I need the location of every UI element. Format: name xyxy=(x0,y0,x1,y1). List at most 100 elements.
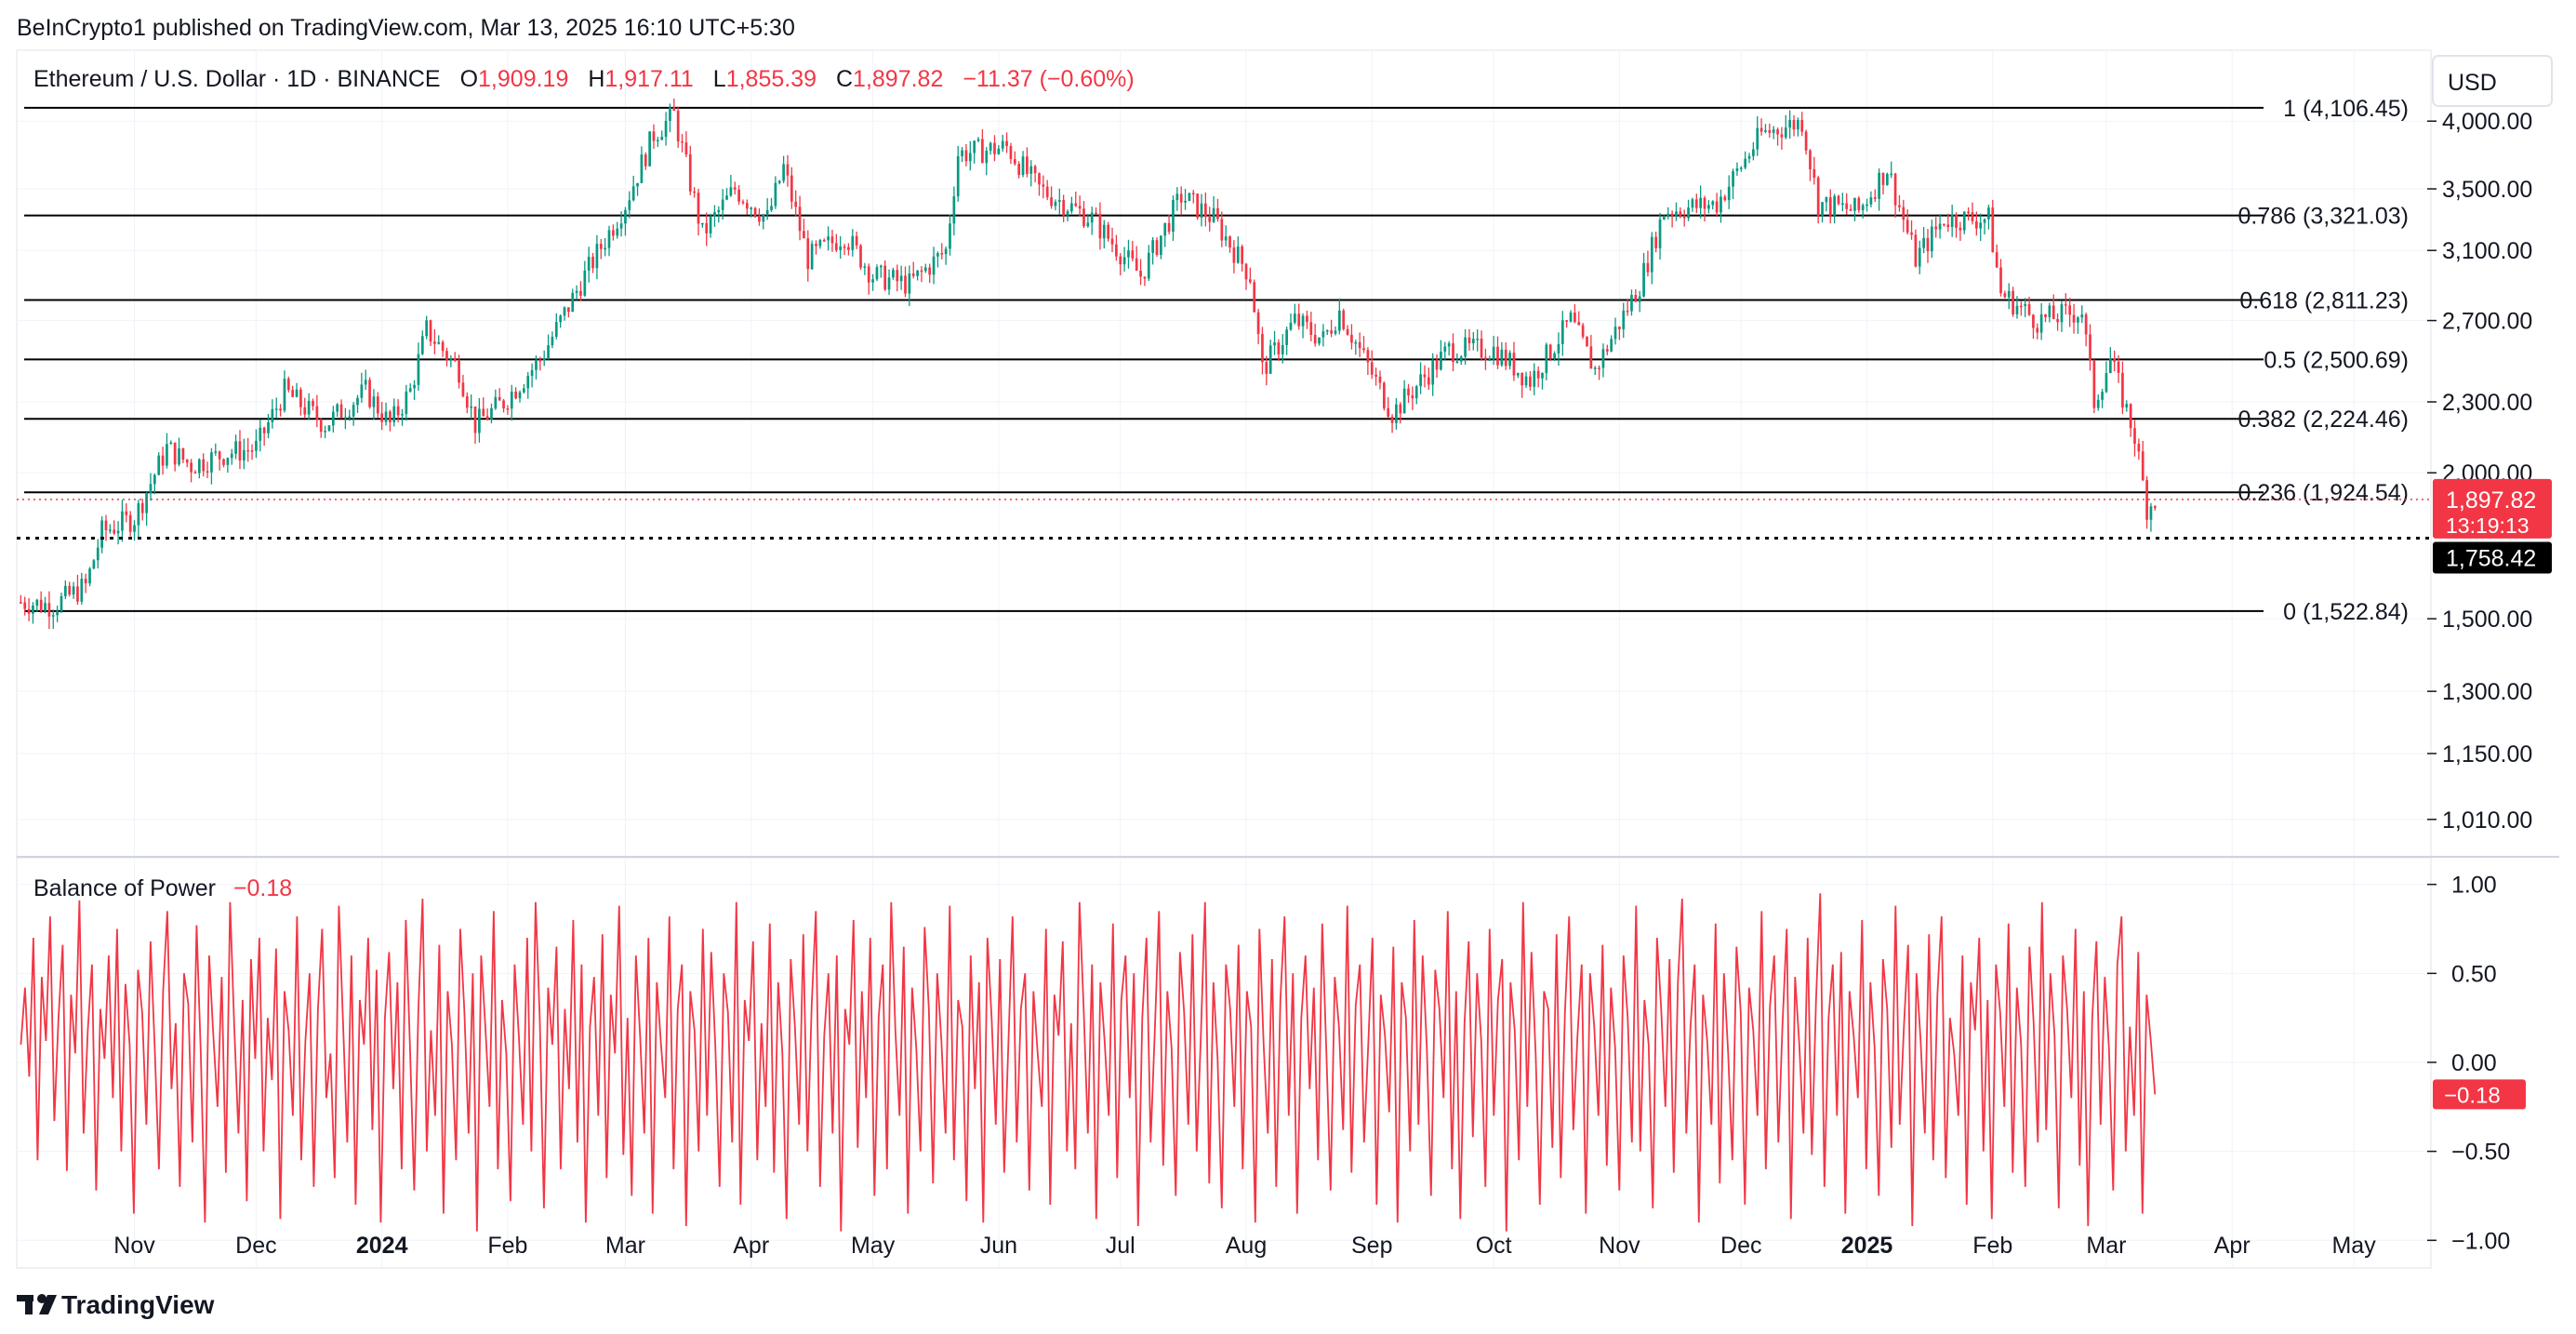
candle-body xyxy=(20,602,22,604)
candle-body xyxy=(352,405,355,417)
candle-body xyxy=(2003,293,2007,298)
candle-body xyxy=(818,240,822,247)
candle-body xyxy=(1601,349,1605,368)
candle-body xyxy=(490,407,493,420)
publish-line: BeInCrypto1 published on TradingView.com… xyxy=(17,15,795,41)
candle-body xyxy=(2089,334,2091,361)
currency-button[interactable]: USD xyxy=(2432,55,2553,107)
candle-body xyxy=(246,449,250,452)
candle-body xyxy=(1188,193,1191,201)
candle-body xyxy=(396,406,400,416)
candle-body xyxy=(871,279,874,283)
candle-body xyxy=(453,357,457,361)
indicator-name: Balance of Power xyxy=(33,875,216,901)
candle-body xyxy=(461,382,465,396)
candle-body xyxy=(952,196,956,224)
candle-body xyxy=(1788,120,1791,128)
candle-body xyxy=(2015,305,2019,314)
candle-body xyxy=(1423,374,1427,378)
candle-body xyxy=(1358,341,1361,349)
candle-body xyxy=(2048,305,2052,317)
indicator-legend[interactable]: Balance of Power −0.18 xyxy=(33,875,292,901)
candle-body xyxy=(1869,197,1873,205)
candle-body xyxy=(1573,313,1576,323)
candle-body xyxy=(940,253,944,255)
price-axis[interactable]: 4,000.00 3,500.00 3,100.00 2,700.00 2,300.00… xyxy=(2427,109,2532,834)
candle-body xyxy=(485,416,489,420)
candle-body xyxy=(2153,506,2157,509)
candle-body xyxy=(1598,367,1600,369)
fibonacci-levels[interactable]: 1 (4,106.45) 0.786 (3,321.03) 0.618 (2,811… xyxy=(24,96,2409,625)
candle-body xyxy=(624,209,627,224)
indicator-axis[interactable]: 1.00 0.50 0.00 −0.50 −1.00 xyxy=(2427,873,2510,1255)
time-axis[interactable]: Nov Dec 2024 Feb Mar Apr May Jun Jul Aug Sep Oct Nov… xyxy=(113,1233,2376,1259)
candle-body xyxy=(1694,199,1698,208)
candle-body xyxy=(717,209,721,213)
price-tick-label: 2,700.00 xyxy=(2442,309,2532,335)
candle-body xyxy=(579,290,582,296)
candle-body xyxy=(2137,444,2141,452)
candle-body xyxy=(1029,166,1033,174)
candle-body xyxy=(1135,258,1138,271)
candle-body xyxy=(981,139,984,164)
candle-body xyxy=(538,359,542,362)
candle-body xyxy=(867,266,870,283)
candle-body xyxy=(1752,149,1755,156)
candle-body xyxy=(1163,222,1167,236)
candle-body xyxy=(238,441,242,461)
candle-body xyxy=(113,529,116,534)
candle-body xyxy=(502,400,505,409)
symbol-legend[interactable]: Ethereum / U.S. Dollar · 1D · BINANCE O1… xyxy=(33,66,1135,92)
time-tick-label: May xyxy=(2331,1233,2376,1259)
candle-body xyxy=(2108,358,2112,374)
candle-body xyxy=(1488,359,1492,361)
candle-body xyxy=(1009,146,1013,160)
candle-body xyxy=(193,472,197,474)
candle-body xyxy=(161,455,165,466)
candle-body xyxy=(140,502,144,514)
candle-body xyxy=(27,608,31,614)
candle-body xyxy=(76,586,79,602)
candle-body xyxy=(181,447,185,460)
candle-body xyxy=(1062,200,1066,216)
candle-body xyxy=(1735,167,1739,171)
candle-body xyxy=(1642,262,1645,297)
candle-body xyxy=(1934,226,1938,230)
candle-body xyxy=(2068,305,2072,315)
candle-body xyxy=(815,244,817,247)
candle-body xyxy=(255,440,258,451)
candle-body xyxy=(1143,276,1147,279)
candle-body xyxy=(693,191,696,193)
candle-body xyxy=(530,369,534,377)
candle-body xyxy=(1200,203,1203,218)
candle-body xyxy=(758,215,761,222)
candle-body xyxy=(157,455,161,475)
candle-body xyxy=(1943,223,1945,226)
candle-body xyxy=(612,230,615,236)
candle-body xyxy=(843,246,846,248)
candle-body xyxy=(1306,315,1308,323)
candle-body xyxy=(23,602,27,609)
price-tick-label: 1,150.00 xyxy=(2442,741,2532,767)
tradingview-logo[interactable]: TradingView xyxy=(17,1290,215,1319)
candle-body xyxy=(1374,374,1377,377)
candle-body xyxy=(1370,362,1374,375)
close-label: C xyxy=(836,66,853,92)
candle-body xyxy=(1151,240,1154,253)
time-tick-label: Mar xyxy=(605,1233,645,1259)
candle-body xyxy=(672,107,676,111)
candle-body xyxy=(551,337,554,346)
candle-body xyxy=(2007,290,2011,298)
candle-body xyxy=(1160,235,1162,255)
bop-value-label: −0.18 xyxy=(2444,1083,2501,1108)
candle-body xyxy=(1675,211,1678,216)
candle-body xyxy=(1241,246,1243,264)
candle-body xyxy=(1886,173,1889,185)
candle-body xyxy=(1281,344,1284,354)
candle-body xyxy=(1268,345,1272,374)
candle-body xyxy=(178,447,180,465)
candle-body xyxy=(1455,361,1459,364)
candle-body xyxy=(790,175,793,202)
candle-body xyxy=(1723,196,1727,201)
